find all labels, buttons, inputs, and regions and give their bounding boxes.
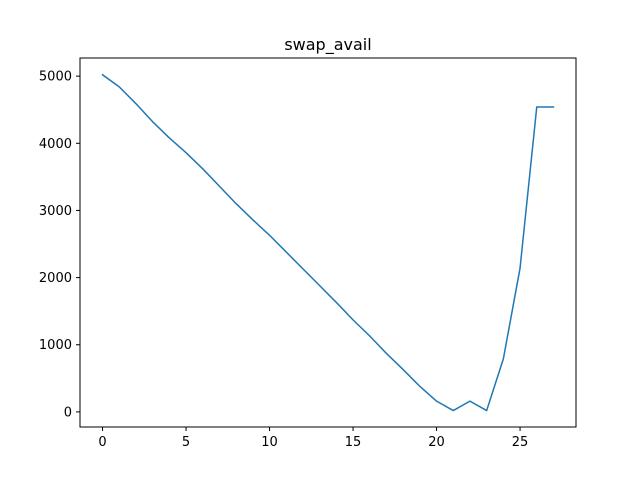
y-tick-label: 3000 <box>39 204 72 219</box>
y-tick-label: 2000 <box>39 271 72 286</box>
chart-title: swap_avail <box>284 35 371 55</box>
x-tick-label: 20 <box>428 435 445 450</box>
y-tick-label: 0 <box>64 405 72 420</box>
y-tick-label: 1000 <box>39 338 72 353</box>
x-tick-label: 5 <box>182 435 190 450</box>
x-tick-label: 25 <box>512 435 529 450</box>
series-line-0 <box>101 73 555 412</box>
y-tick-label: 5000 <box>39 70 72 85</box>
x-axis: 0 5 10 15 20 25 <box>98 427 528 450</box>
y-tick-label: 4000 <box>39 137 72 152</box>
plot-area <box>101 73 555 412</box>
x-tick-label: 0 <box>98 435 106 450</box>
x-tick-label: 15 <box>345 435 362 450</box>
y-axis: 0 1000 2000 3000 4000 5000 <box>39 70 80 420</box>
axes-frame <box>79 57 577 428</box>
x-tick-label: 10 <box>261 435 278 450</box>
